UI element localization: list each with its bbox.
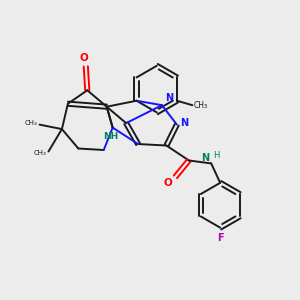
Text: O: O — [163, 178, 172, 188]
Text: CH₃: CH₃ — [24, 120, 37, 126]
Text: N: N — [165, 93, 173, 103]
Text: O: O — [79, 53, 88, 63]
Text: N: N — [181, 118, 189, 128]
Text: CH₃: CH₃ — [33, 150, 46, 156]
Text: CH₃: CH₃ — [194, 101, 208, 110]
Text: F: F — [217, 233, 224, 243]
Text: NH: NH — [103, 132, 119, 141]
Text: H: H — [213, 151, 219, 160]
Text: N: N — [202, 153, 210, 163]
